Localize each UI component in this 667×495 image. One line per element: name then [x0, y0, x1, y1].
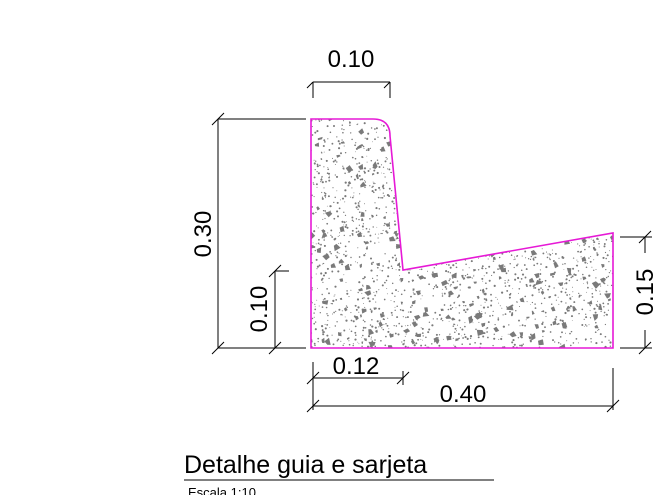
dim-base-width-total: 0.40 — [306, 368, 620, 413]
concrete-fill — [311, 119, 613, 348]
dim-lower-height-label: 0.10 — [246, 286, 273, 333]
dim-base-width-small: 0.12 — [306, 353, 410, 385]
title-block: Detalhe guia e sarjeta Escala 1:10 — [184, 451, 494, 495]
dim-total-height-label: 0.30 — [190, 211, 217, 258]
concrete-section — [310, 118, 614, 349]
drawing-scale: Escala 1:10 — [188, 485, 256, 495]
dim-top-width: 0.10 — [306, 46, 391, 98]
dim-right-height: 0.15 — [620, 230, 659, 355]
dim-top-width-label: 0.10 — [328, 46, 375, 73]
section-outline — [310, 118, 614, 349]
dim-base-width-total-label: 0.40 — [440, 381, 487, 408]
drawing-title: Detalhe guia e sarjeta — [184, 451, 427, 479]
dim-right-height-label: 0.15 — [632, 269, 659, 316]
dim-lower-height: 0.10 — [246, 264, 289, 355]
dim-base-width-small-label: 0.12 — [333, 353, 380, 380]
dim-total-height: 0.30 — [190, 112, 306, 355]
